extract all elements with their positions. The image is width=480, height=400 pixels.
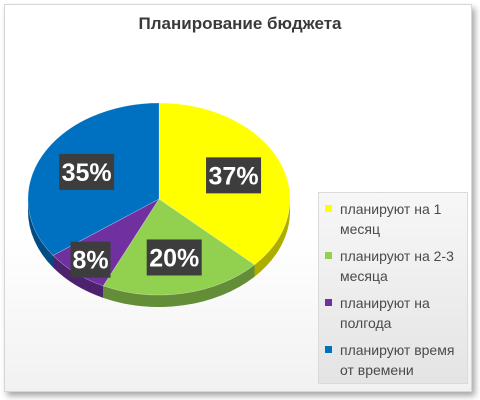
data-label-box-halfyear [70, 241, 111, 278]
data-label-1month: 37% [209, 162, 259, 190]
legend-label-2-3months: планируют на 2-3 месяца [340, 248, 454, 284]
legend-item: планируют на 2-3 месяца [325, 246, 461, 286]
legend-label-occasionally: планируют время от времени [340, 342, 455, 378]
data-label-occasionally: 35% [62, 159, 112, 187]
legend-swatch-2-3months [325, 252, 332, 259]
legend-label-halfyear: планируют на полгода [340, 295, 430, 331]
pie-side-1month [254, 199, 290, 277]
pie-side-occasionally [28, 199, 54, 268]
data-label-box-occasionally [59, 153, 115, 190]
chart-title: Планирование бюджета [138, 14, 342, 33]
data-label-halfyear: 8% [72, 247, 108, 275]
data-label-2-3months: 20% [149, 244, 199, 272]
legend-item: планируют на полгода [325, 293, 461, 333]
legend-swatch-halfyear [325, 299, 332, 306]
legend: планируют на 1 месяц планируют на 2-3 ме… [318, 192, 468, 384]
legend-swatch-1month [325, 205, 332, 212]
legend-label-1month: планируют на 1 месяц [340, 201, 442, 237]
pie-side-2-3months [103, 264, 255, 308]
legend-item: планируют на 1 месяц [325, 199, 461, 239]
legend-item: планируют время от времени [325, 340, 461, 380]
data-label-box-1month [206, 157, 262, 194]
data-label-box-2-3months [146, 239, 202, 276]
legend-swatch-occasionally [325, 346, 332, 353]
